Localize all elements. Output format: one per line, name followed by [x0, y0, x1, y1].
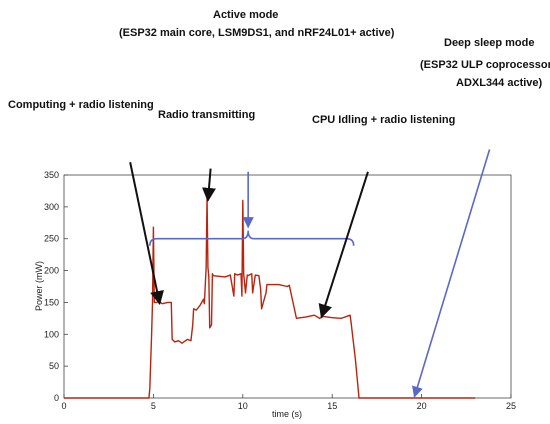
- annotation-active-mode-detail: (ESP32 main core, LSM9DS1, and nRF24L01+…: [119, 27, 395, 39]
- x-tick-label: 15: [327, 401, 337, 411]
- annotation-active-mode-title: Active mode: [213, 9, 279, 21]
- x-tick-label: 25: [506, 401, 516, 411]
- plot-frame: [63, 174, 512, 399]
- y-tick-label: 50: [49, 361, 59, 371]
- x-axis-label: time (s): [272, 409, 302, 419]
- annotation-computing: Computing + radio listening: [8, 99, 154, 111]
- annotation-deep-sleep-detail-2: ADXL344 active): [456, 77, 543, 89]
- annotation-cpu-idling: CPU Idling + radio listening: [312, 114, 456, 126]
- annotation-arrows: [129, 149, 491, 398]
- annotation-arrow: [129, 162, 164, 306]
- y-tick-label: 0: [54, 393, 59, 403]
- y-tick-label: 350: [44, 170, 59, 180]
- active-mode-bracket: [149, 230, 355, 246]
- annotation-radio-transmitting: Radio transmitting: [158, 109, 256, 121]
- x-tick-label: 10: [238, 401, 248, 411]
- y-tick-label: 150: [44, 297, 59, 307]
- y-axis-label: Power (mW): [34, 261, 44, 311]
- annotation-arrow: [318, 171, 369, 319]
- annotation-arrow: [202, 168, 216, 202]
- y-tick-label: 250: [44, 234, 59, 244]
- y-tick-label: 300: [44, 202, 59, 212]
- annotation-deep-sleep-detail-1: (ESP32 ULP coprocessor: [420, 59, 550, 71]
- y-tick-label: 200: [44, 266, 59, 276]
- y-tick-label: 100: [44, 329, 59, 339]
- power-series-line: [64, 196, 476, 399]
- x-tick-label: 0: [61, 401, 66, 411]
- annotation-arrow: [412, 149, 491, 398]
- annotation-deep-sleep-title: Deep sleep mode: [444, 37, 535, 49]
- series-layer: [63, 196, 476, 399]
- x-tick-label: 5: [151, 401, 156, 411]
- x-tick-label: 20: [417, 401, 427, 411]
